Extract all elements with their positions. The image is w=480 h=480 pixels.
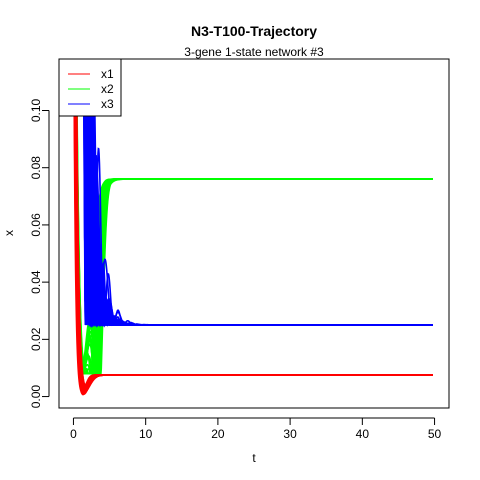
x-axis-label: t — [252, 451, 256, 465]
y-tick-label: 0.10 — [29, 98, 43, 122]
legend-box — [58, 58, 122, 117]
y-tick-label: 0.02 — [29, 327, 43, 351]
x-tick-label: 50 — [428, 427, 442, 441]
series-x2 — [73, 59, 433, 375]
legend-label: x3 — [101, 97, 114, 111]
legend-label: x2 — [101, 82, 114, 96]
x-tick-label: 10 — [139, 427, 153, 441]
chart-subtitle: 3-gene 1-state network #3 — [184, 45, 324, 59]
x-tick-label: 20 — [211, 427, 225, 441]
y-tick-label: 0.08 — [29, 156, 43, 180]
trajectory-layer — [73, 59, 433, 396]
trajectory-line — [74, 59, 433, 390]
legend-label: x1 — [101, 67, 114, 81]
x-tick-label: 30 — [283, 427, 297, 441]
trajectory-line — [74, 59, 433, 375]
x-axis: 0 10 20 30 40 50 — [70, 417, 442, 441]
x-tick-label: 40 — [356, 427, 370, 441]
x-tick-label: 0 — [70, 427, 77, 441]
chart-title: N3-T100-Trajectory — [191, 23, 317, 39]
y-axis-label: x — [2, 230, 16, 236]
y-tick-label: 0.00 — [29, 385, 43, 409]
trajectory-line — [84, 59, 433, 326]
y-axis: 0.00 0.02 0.04 0.06 0.08 0.10 — [29, 98, 50, 409]
series-x1 — [73, 59, 433, 396]
y-tick-label: 0.04 — [29, 270, 43, 294]
y-tick-label: 0.06 — [29, 213, 43, 237]
plot-frame — [58, 58, 450, 409]
